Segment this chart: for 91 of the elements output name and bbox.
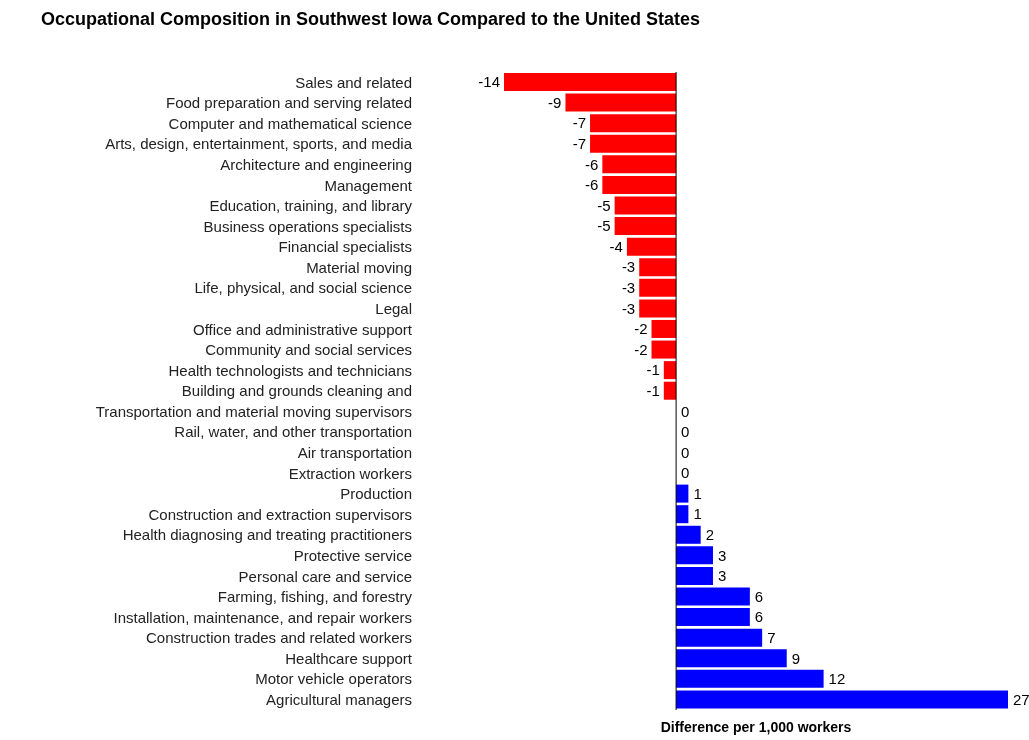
y-tick-label: Health diagnosing and treating practitioners: [122, 526, 412, 544]
y-tick-label: Building and grounds cleaning and: [181, 382, 412, 400]
data-label: 0: [681, 423, 690, 441]
data-label: 3: [717, 546, 727, 564]
bar: [602, 175, 677, 194]
bar: [663, 361, 677, 380]
bar: [676, 546, 713, 565]
y-tick-label: Construction trades and related workers: [146, 629, 412, 647]
data-label: -5: [597, 217, 611, 235]
data-label: -1: [646, 361, 660, 379]
bar: [676, 669, 824, 688]
y-tick-label: Computer and mathematical science: [168, 114, 412, 132]
bar: [590, 134, 677, 153]
bar: [614, 217, 677, 236]
data-label: 1: [693, 484, 702, 502]
data-label: -14: [478, 73, 500, 91]
bar: [626, 237, 677, 256]
y-tick-label: Financial specialists: [278, 238, 412, 256]
data-label: 3: [717, 567, 727, 585]
bar: [663, 381, 677, 400]
data-label: -2: [634, 320, 648, 338]
bar: [676, 649, 787, 668]
data-label: -6: [585, 176, 599, 194]
y-tick-label: Agricultural managers: [266, 691, 412, 709]
data-label: -6: [585, 155, 599, 173]
data-label: 6: [754, 608, 764, 626]
data-label: 27: [1013, 690, 1029, 708]
y-tick-label: Health technologists and technicians: [168, 361, 412, 379]
bar: [676, 525, 701, 544]
y-tick-label: Life, physical, and social science: [194, 279, 412, 297]
data-label: -2: [634, 340, 648, 358]
data-label: 2: [705, 526, 715, 544]
bar: [504, 73, 677, 91]
data-label: 0: [681, 402, 690, 420]
y-tick-label: Sales and related: [295, 73, 412, 91]
y-tick-label: Education, training, and library: [209, 197, 413, 215]
y-tick-label: Community and social services: [205, 341, 412, 359]
data-label: -9: [548, 93, 562, 111]
y-tick-label: Protective service: [293, 546, 412, 564]
chart-title: Occupational Composition in Southwest Iowa Compared to the United States: [41, 8, 702, 31]
bar: [676, 484, 689, 503]
y-tick-label: Production: [340, 485, 412, 503]
data-label: -5: [597, 196, 611, 214]
data-label: -3: [621, 299, 636, 317]
y-tick-label: Air transportation: [297, 444, 412, 462]
y-tick-label: Installation, maintenance, and repair workers: [113, 608, 412, 626]
bar: [676, 505, 689, 524]
y-tick-label: Personal care and service: [238, 567, 412, 585]
y-tick-label: Motor vehicle operators: [255, 670, 412, 688]
bar: [590, 114, 677, 133]
bar: [639, 299, 677, 318]
bar: [676, 608, 750, 627]
bar: [639, 258, 677, 277]
data-label: -3: [621, 258, 636, 276]
y-tick-label: Food preparation and serving related: [166, 94, 412, 112]
y-tick-label: Management: [324, 176, 413, 194]
y-tick-label: Farming, fishing, and forestry: [217, 588, 413, 606]
y-tick-label: Extraction workers: [288, 464, 412, 482]
data-label: 0: [681, 464, 690, 482]
y-tick-label: Legal: [375, 300, 412, 317]
data-label: -4: [609, 237, 623, 255]
data-label: -1: [646, 381, 660, 399]
bar: [565, 93, 677, 112]
bar: [614, 196, 677, 215]
data-label: 1: [693, 505, 702, 523]
bar: [651, 340, 677, 359]
data-label: 0: [681, 443, 690, 461]
y-tick-label: Healthcare support: [285, 649, 413, 667]
y-tick-label: Material moving: [306, 258, 412, 276]
x-axis-title: Difference per 1,000 workers: [660, 719, 852, 735]
y-tick-label: Office and administrative support: [192, 320, 413, 338]
y-tick-label: Construction and extraction supervisors: [148, 505, 412, 523]
y-tick-label: Rail, water, and other transportation: [174, 423, 412, 441]
data-label: 12: [828, 670, 846, 688]
bar: [676, 566, 713, 585]
bar: [602, 155, 677, 174]
bar: [639, 278, 677, 297]
y-tick-label: Transportation and material moving supervisors: [95, 402, 412, 420]
y-tick-label: Arts, design, entertainment, sports, and media: [105, 135, 413, 153]
bar: [676, 628, 763, 647]
bar: [651, 319, 677, 338]
bar: [676, 690, 1008, 709]
bar: [676, 587, 750, 606]
data-label: -7: [572, 134, 587, 152]
data-label: -3: [621, 279, 636, 297]
y-tick-label: Architecture and engineering: [220, 155, 412, 173]
data-label: -7: [572, 114, 587, 132]
data-label: 7: [767, 628, 776, 646]
data-label: 6: [754, 587, 764, 605]
y-tick-label: Business operations specialists: [203, 217, 412, 235]
data-label: 9: [791, 649, 801, 667]
